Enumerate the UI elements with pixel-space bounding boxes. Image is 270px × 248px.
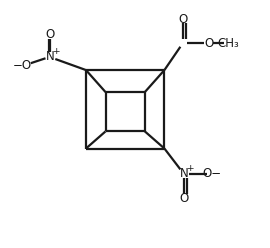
- Text: O: O: [178, 13, 187, 26]
- Text: O: O: [204, 36, 213, 50]
- Text: +: +: [186, 164, 193, 173]
- Text: O−: O−: [203, 167, 222, 180]
- Text: O: O: [46, 28, 55, 41]
- Text: N: N: [180, 167, 188, 180]
- Text: −O: −O: [13, 59, 32, 72]
- Text: +: +: [52, 47, 60, 56]
- Text: CH₃: CH₃: [217, 36, 239, 50]
- Text: O: O: [180, 192, 189, 205]
- Text: N: N: [46, 50, 55, 63]
